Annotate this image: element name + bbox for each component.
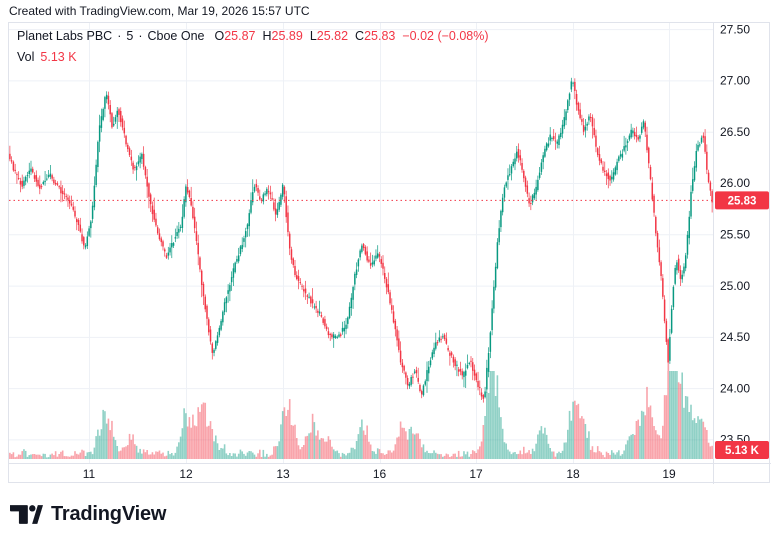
- tradingview-logo-icon: [10, 505, 43, 524]
- tradingview-logo-text: TradingView: [51, 503, 167, 525]
- price-tick-label: 26.50: [720, 125, 750, 139]
- open-label: O: [214, 29, 225, 43]
- volume-histogram: [9, 371, 713, 459]
- price-tick-label: 24.00: [720, 381, 750, 395]
- time-axis-label: 11: [83, 467, 96, 481]
- candlestick-series: [9, 77, 713, 403]
- volume-label: Vol: [17, 50, 35, 64]
- ohlc-low: L25.82: [310, 29, 348, 44]
- low-value: 25.82: [316, 29, 349, 43]
- legend-volume-row: Vol 5.13 K: [17, 50, 489, 65]
- time-axis-label: 18: [566, 467, 580, 481]
- ohlc-high: H25.89: [263, 29, 303, 44]
- last-price-badge-text: 25.83: [728, 196, 757, 208]
- price-tick-label: 25.00: [720, 279, 750, 293]
- time-axis-label: 17: [469, 467, 483, 481]
- last-volume-badge: [715, 441, 769, 459]
- candlestick-chart-plot[interactable]: 27.50 27.00 26.50 26.00 25.50 25.00 24.50 24.00…: [9, 23, 771, 484]
- close-label: C: [355, 29, 365, 43]
- price-axis[interactable]: 27.50 27.00 26.50 26.00 25.50 25.00 24.50 24.00…: [720, 23, 750, 447]
- tradingview-logo[interactable]: TradingView: [10, 503, 166, 526]
- close-value: 25.83: [364, 29, 396, 43]
- chart-frame: 27.50 27.00 26.50 26.00 25.50 25.00 24.50 24.00…: [8, 22, 771, 484]
- high-value: 25.89: [271, 29, 303, 43]
- ohlc-open: O25.87: [214, 29, 255, 44]
- legend-separator: ·: [117, 29, 122, 43]
- high-label: H: [262, 29, 272, 43]
- symbol-title[interactable]: Planet Labs PBC: [17, 29, 113, 43]
- attribution-text: Created with TradingView.com, Mar 19, 20…: [9, 4, 310, 18]
- grid-lines: [9, 23, 713, 463]
- last-volume-badge-text: 5.13 K: [725, 445, 760, 457]
- open-value: 25.87: [224, 29, 256, 43]
- time-axis-label: 19: [662, 467, 676, 481]
- legend-separator: ·: [138, 29, 143, 43]
- last-price-badge: [715, 191, 769, 210]
- price-tick-label: 27.00: [720, 74, 750, 88]
- price-tick-label: 24.50: [720, 330, 750, 344]
- time-axis[interactable]: 11 12 13 16 17 18 19: [83, 467, 676, 481]
- price-tick-label: 27.50: [720, 23, 750, 36]
- price-tick-label: 26.00: [720, 176, 750, 190]
- ohlc-close: C25.83: [355, 29, 395, 44]
- legend-symbol-row: Planet Labs PBC · 5 · Cboe One O25.87 H2…: [17, 29, 489, 44]
- volume-value: 5.13 K: [40, 50, 77, 64]
- time-axis-label: 16: [373, 467, 387, 481]
- time-axis-label: 12: [179, 467, 193, 481]
- low-label: L: [309, 29, 317, 43]
- price-change: −0.02 (−0.08%): [402, 29, 489, 43]
- chart-legend: Planet Labs PBC · 5 · Cboe One O25.87 H2…: [17, 29, 489, 65]
- price-tick-label: 25.50: [720, 228, 750, 242]
- chart-interval[interactable]: 5: [126, 29, 134, 43]
- exchange-name[interactable]: Cboe One: [147, 29, 205, 43]
- time-axis-label: 13: [276, 467, 290, 481]
